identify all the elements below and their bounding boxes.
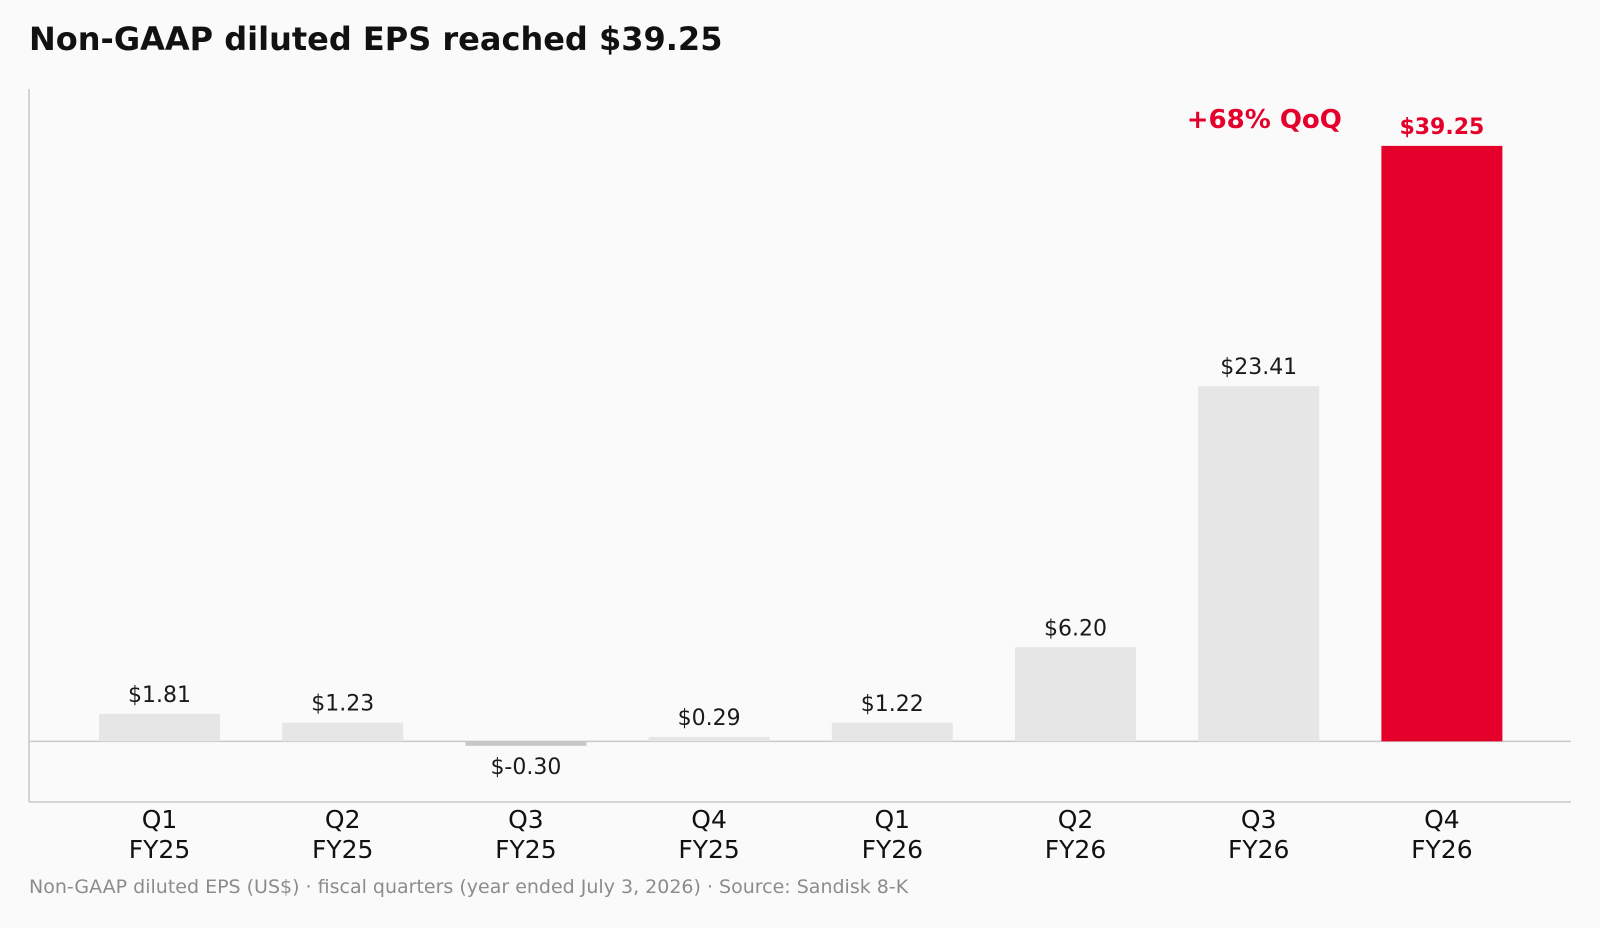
chart-bars [99, 145, 1503, 746]
value-label: $1.22 [861, 692, 924, 717]
value-label: $6.20 [1044, 616, 1107, 641]
chart-annotations: +68% QoQ [1187, 105, 1342, 135]
x-tick-label: FY25 [678, 835, 739, 864]
x-tick-label: FY26 [862, 835, 923, 864]
x-tick-label: Q3 [508, 805, 544, 834]
x-tick-label: FY26 [1228, 835, 1289, 864]
bar-q4-fy25 [648, 736, 770, 742]
bar-q3-fy26 [1198, 386, 1320, 742]
qoq-annotation: +68% QoQ [1187, 105, 1342, 135]
chart-title: Non-GAAP diluted EPS reached $39.25 [29, 20, 723, 58]
x-tick-label: Q2 [1058, 805, 1094, 834]
x-tick-label: Q4 [1424, 805, 1460, 834]
x-tick-label: Q1 [875, 805, 911, 834]
bar-q2-fy25 [282, 722, 404, 742]
x-tick-label: Q3 [1241, 805, 1277, 834]
x-tick-label: Q2 [325, 805, 361, 834]
x-tick-label: FY25 [495, 835, 556, 864]
bar-q2-fy26 [1015, 647, 1136, 742]
value-label: $1.81 [128, 683, 191, 708]
x-tick-labels: Q1FY25Q2FY25Q3FY25Q4FY25Q1FY26Q2FY26Q3FY… [129, 805, 1473, 864]
bar-chart: $1.81 $1.23 $-0.30 $0.29 $1.22 $6.20 $23.41 $39… [28, 89, 1571, 864]
value-label: $39.25 [1399, 115, 1484, 140]
bar-q1-fy25 [99, 713, 220, 742]
x-tick-label: FY26 [1045, 835, 1106, 864]
value-label: $0.29 [678, 706, 741, 731]
value-labels: $1.81 $1.23 $-0.30 $0.29 $1.22 $6.20 $23.41 $39… [128, 115, 1484, 780]
value-label: $23.41 [1220, 355, 1297, 380]
x-tick-label: Q1 [142, 805, 178, 834]
bar-q3-fy25 [465, 741, 587, 746]
chart-axes [28, 89, 1571, 803]
value-label: $-0.30 [490, 755, 561, 780]
x-tick-label: Q4 [691, 805, 727, 834]
value-label: $1.23 [311, 692, 374, 717]
x-tick-label: FY26 [1411, 835, 1472, 864]
bar-q1-fy26 [831, 722, 953, 742]
x-tick-label: FY25 [312, 835, 373, 864]
chart-footnote: Non-GAAP diluted EPS (US$) · fiscal quar… [29, 876, 909, 898]
x-tick-label: FY25 [129, 835, 190, 864]
bar-q4-fy26 [1381, 145, 1503, 742]
